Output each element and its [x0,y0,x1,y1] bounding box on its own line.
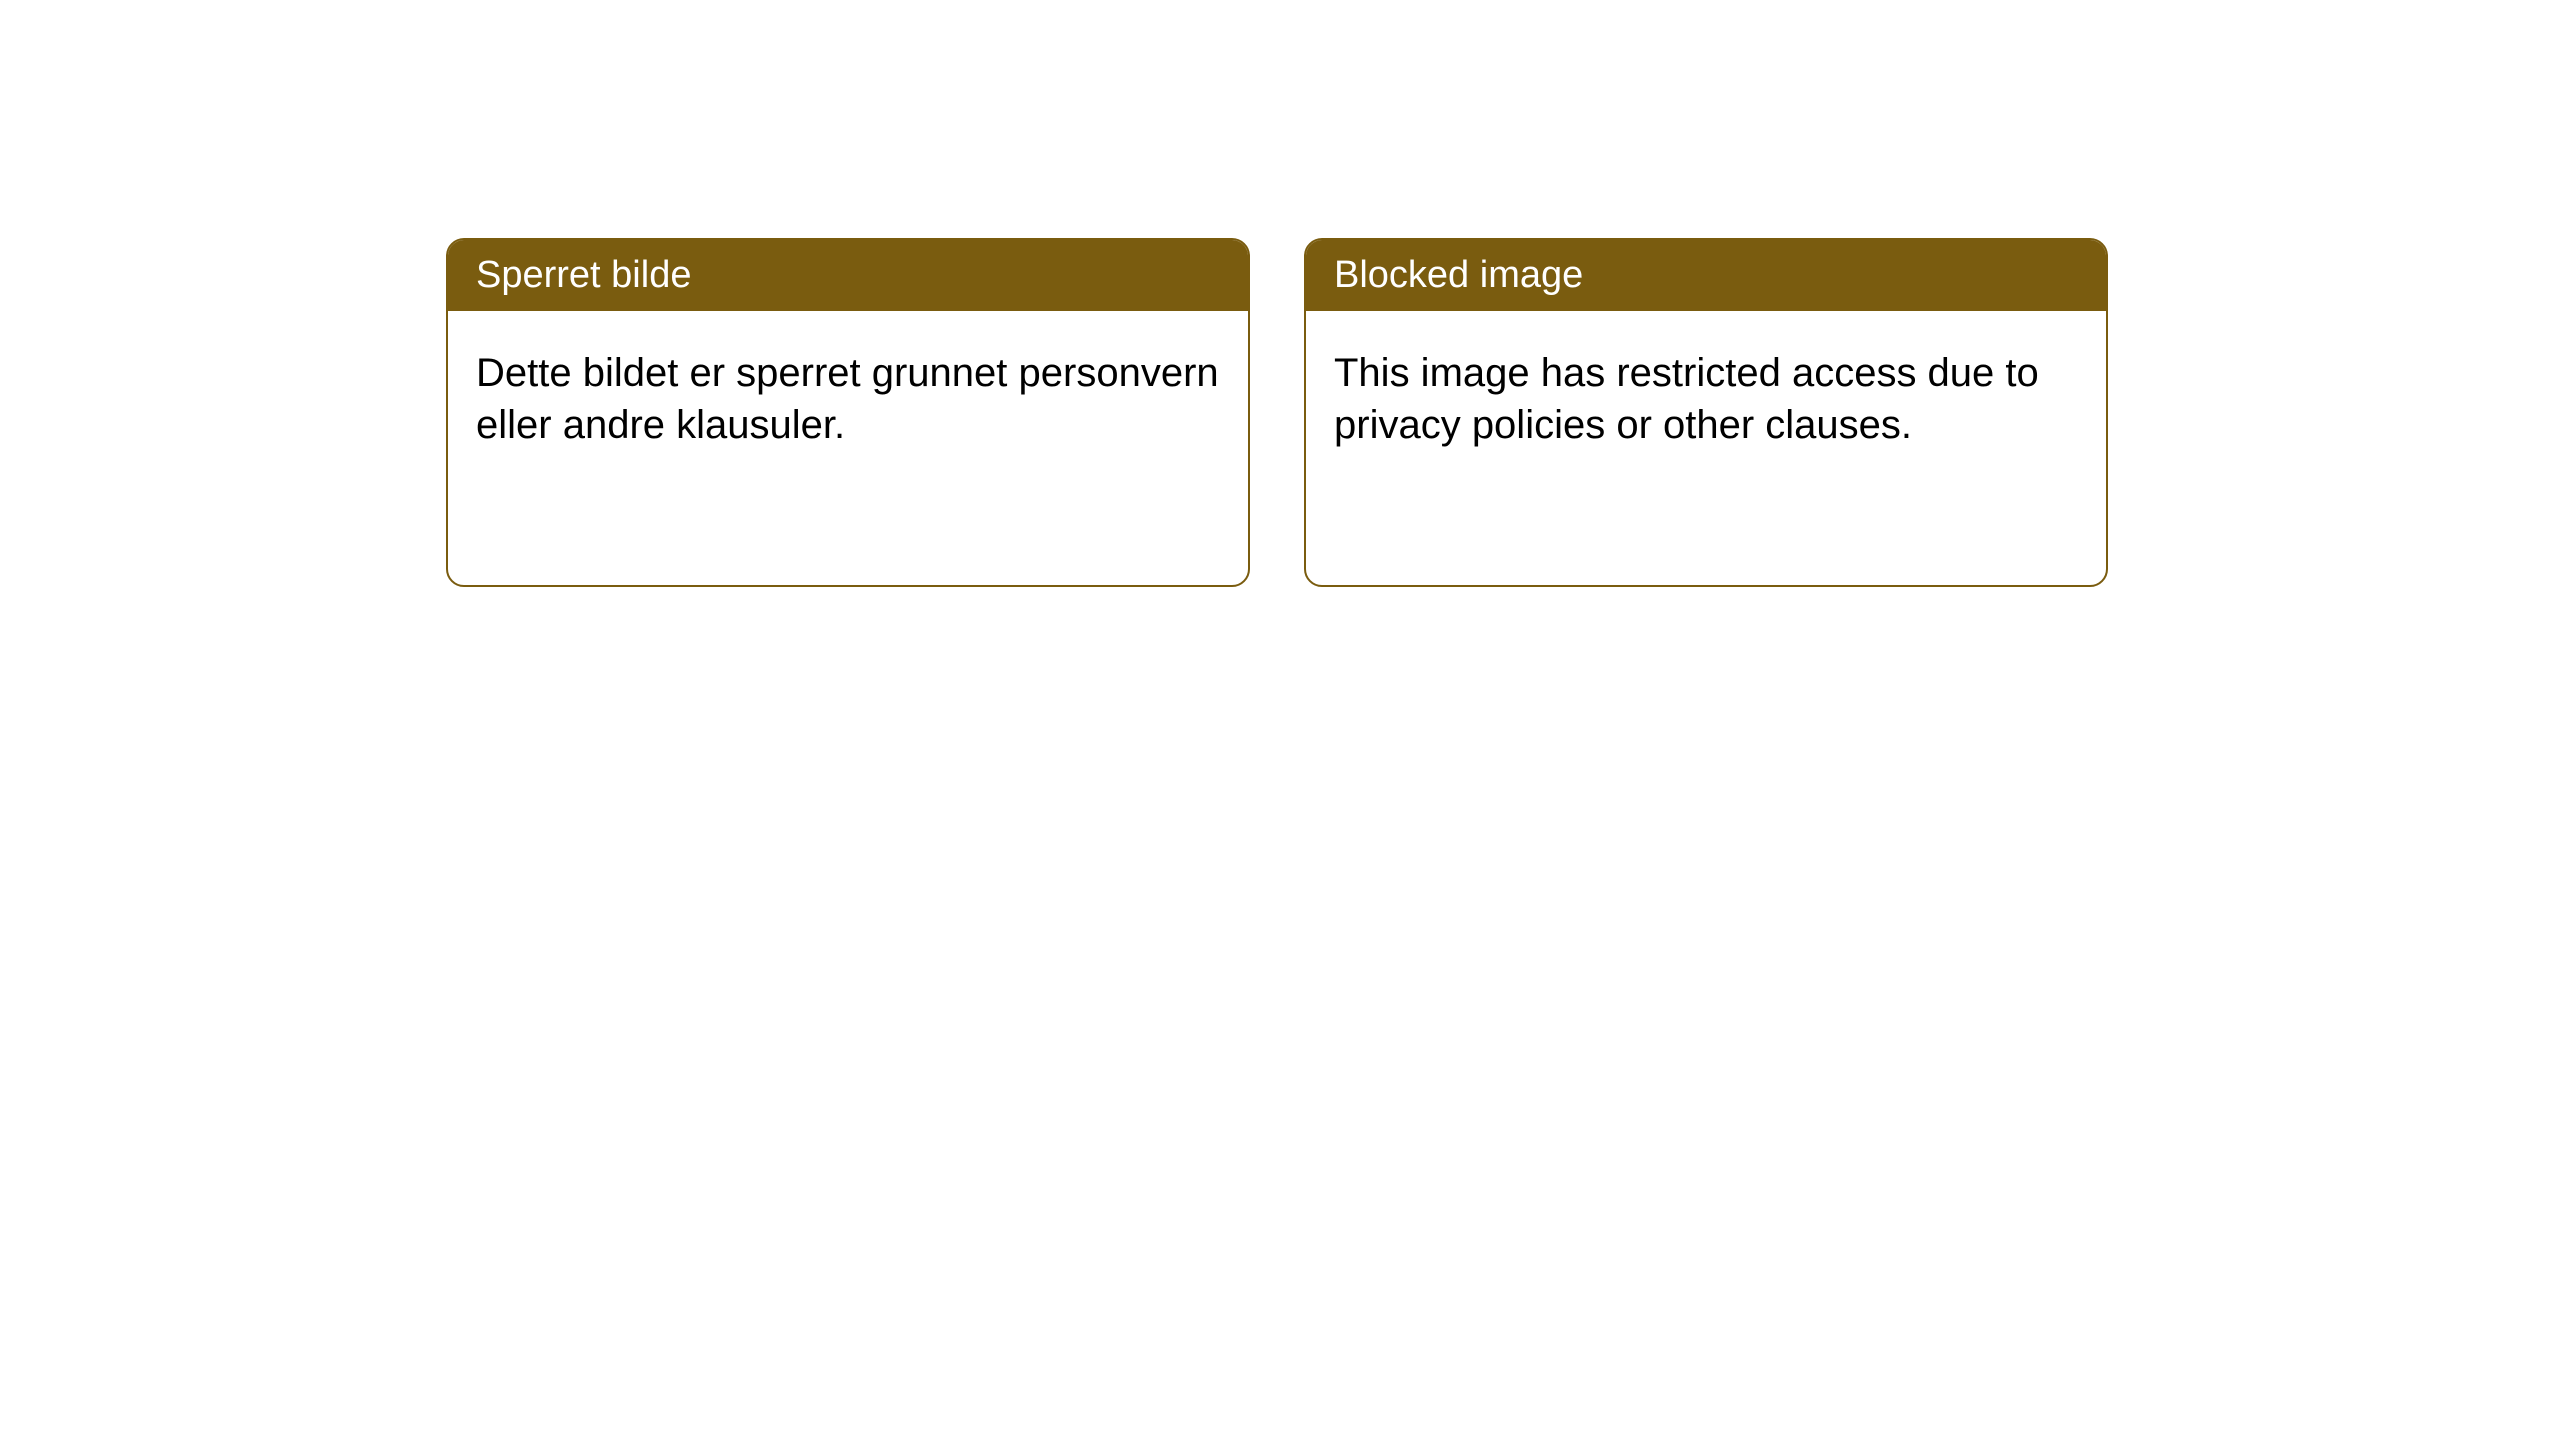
notice-title: Sperret bilde [448,240,1248,311]
notice-card-english: Blocked image This image has restricted … [1304,238,2108,587]
notice-body: This image has restricted access due to … [1306,311,2106,585]
notice-container: Sperret bilde Dette bildet er sperret gr… [0,0,2560,587]
notice-body: Dette bildet er sperret grunnet personve… [448,311,1248,585]
notice-card-norwegian: Sperret bilde Dette bildet er sperret gr… [446,238,1250,587]
notice-title: Blocked image [1306,240,2106,311]
